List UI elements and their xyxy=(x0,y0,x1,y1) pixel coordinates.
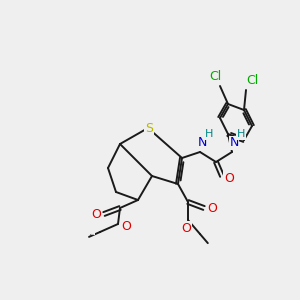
Text: O: O xyxy=(207,202,217,214)
Text: S: S xyxy=(145,122,153,134)
Text: N: N xyxy=(197,136,207,149)
Text: O: O xyxy=(181,221,191,235)
Text: O: O xyxy=(224,172,234,184)
Text: H: H xyxy=(237,129,245,139)
Text: N: N xyxy=(229,136,239,149)
Text: methyl: methyl xyxy=(90,233,94,235)
Text: H: H xyxy=(205,129,213,139)
Text: Cl: Cl xyxy=(209,70,221,83)
Text: O: O xyxy=(91,208,101,220)
Text: Cl: Cl xyxy=(246,74,258,88)
Text: O: O xyxy=(121,220,131,232)
